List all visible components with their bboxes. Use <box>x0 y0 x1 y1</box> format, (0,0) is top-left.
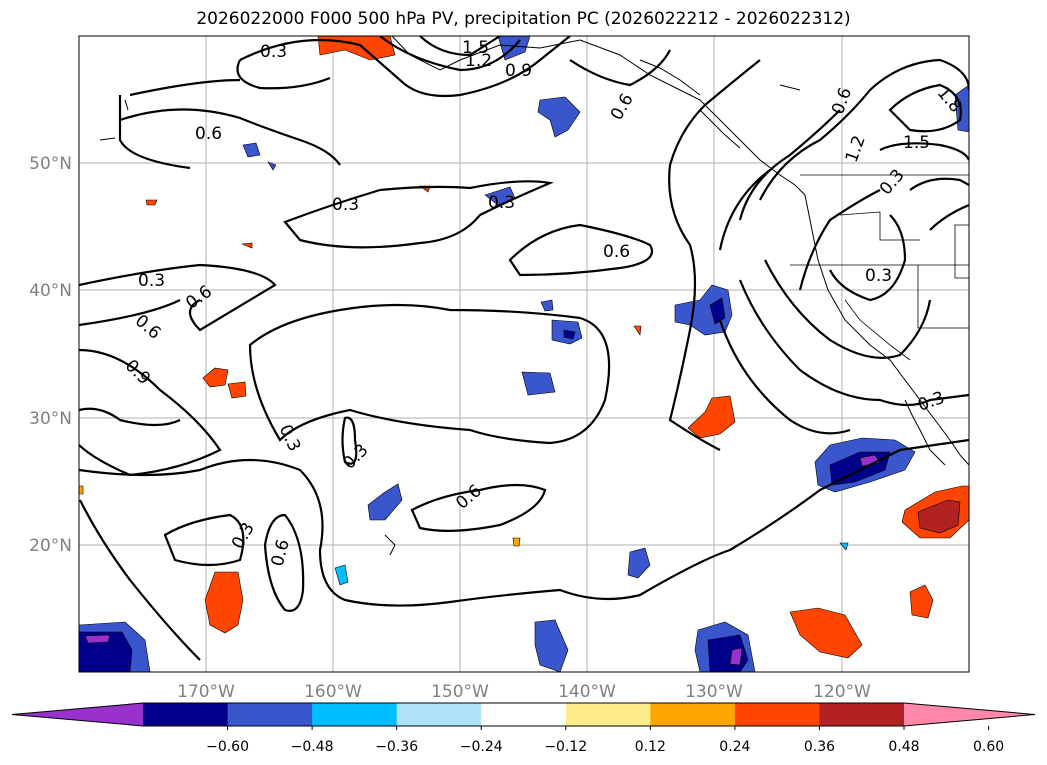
contour-label: 0.6 <box>603 242 630 262</box>
colorbar-tick-label: 0.48 <box>888 739 919 755</box>
colorbar-segment <box>312 703 398 726</box>
colorbar-tick-label: −0.48 <box>291 739 334 755</box>
lat-label-50n: 50°N <box>29 154 72 174</box>
colorbar-tick-label: −0.36 <box>375 739 418 755</box>
contour-label: 0.9 <box>505 61 532 81</box>
lat-label-40n: 40°N <box>29 281 72 301</box>
colorbar-tick-label: 0.12 <box>635 739 666 755</box>
colorbar-extend-low <box>12 703 143 726</box>
colorbar-tick-label: 0.60 <box>973 739 1004 755</box>
lon-label-140w: 140°W <box>558 682 616 702</box>
latitude-labels: 50°N 40°N 30°N 20°N <box>29 154 72 556</box>
contour-label: 1.5 <box>903 133 930 153</box>
contour-label: 1.5 <box>462 38 489 58</box>
colorbar-segment <box>396 703 482 726</box>
borders <box>790 174 969 361</box>
colorbar-segment <box>565 703 651 726</box>
lon-label-120w: 120°W <box>813 682 871 702</box>
lon-label-150w: 150°W <box>431 682 489 702</box>
colorbar-segment <box>650 703 736 726</box>
contour-label: 0.3 <box>865 266 892 286</box>
colorbar-extend-high <box>904 703 1035 726</box>
pv-contours <box>79 36 969 661</box>
map-frame <box>78 35 970 673</box>
coastlines <box>99 36 969 556</box>
gridlines <box>79 36 969 672</box>
map-title: 2026022000 F000 500 hPa PV, precipitatio… <box>196 9 851 29</box>
lat-label-30n: 30°N <box>29 409 72 429</box>
colorbar-segment <box>734 703 820 726</box>
contour-label: 0.3 <box>260 42 287 62</box>
map-area <box>79 36 969 672</box>
contour-label: 0.3 <box>332 195 359 215</box>
colorbar-tick-label: −0.24 <box>460 739 503 755</box>
colorbar-tick-label: −0.60 <box>206 739 249 755</box>
colorbar-tick-label: 0.24 <box>719 739 750 755</box>
longitude-labels: 170°W 160°W 150°W 140°W 130°W 120°W <box>177 682 871 702</box>
colorbar-segment <box>227 703 313 726</box>
colorbar-segment <box>143 703 229 726</box>
contour-label: 0.3 <box>138 271 165 291</box>
precip-anomaly-shading <box>79 36 969 672</box>
contour-label: 0.6 <box>195 124 222 144</box>
colorbar-segment <box>481 703 567 726</box>
lat-label-20n: 20°N <box>29 536 72 556</box>
lon-label-130w: 130°W <box>685 682 743 702</box>
colorbar-tick-label: −0.12 <box>544 739 587 755</box>
contour-label: 1.2 <box>465 51 492 71</box>
lon-label-160w: 160°W <box>304 682 362 702</box>
contour-label: 0.3 <box>488 193 515 213</box>
lon-label-170w: 170°W <box>177 682 235 702</box>
colorbar-tick-label: 0.36 <box>804 739 835 755</box>
colorbar: −0.60 −0.48 −0.36 −0.24 −0.12 0.12 0.24 0.36 0.4… <box>11 702 1036 755</box>
colorbar-segment <box>819 703 905 726</box>
